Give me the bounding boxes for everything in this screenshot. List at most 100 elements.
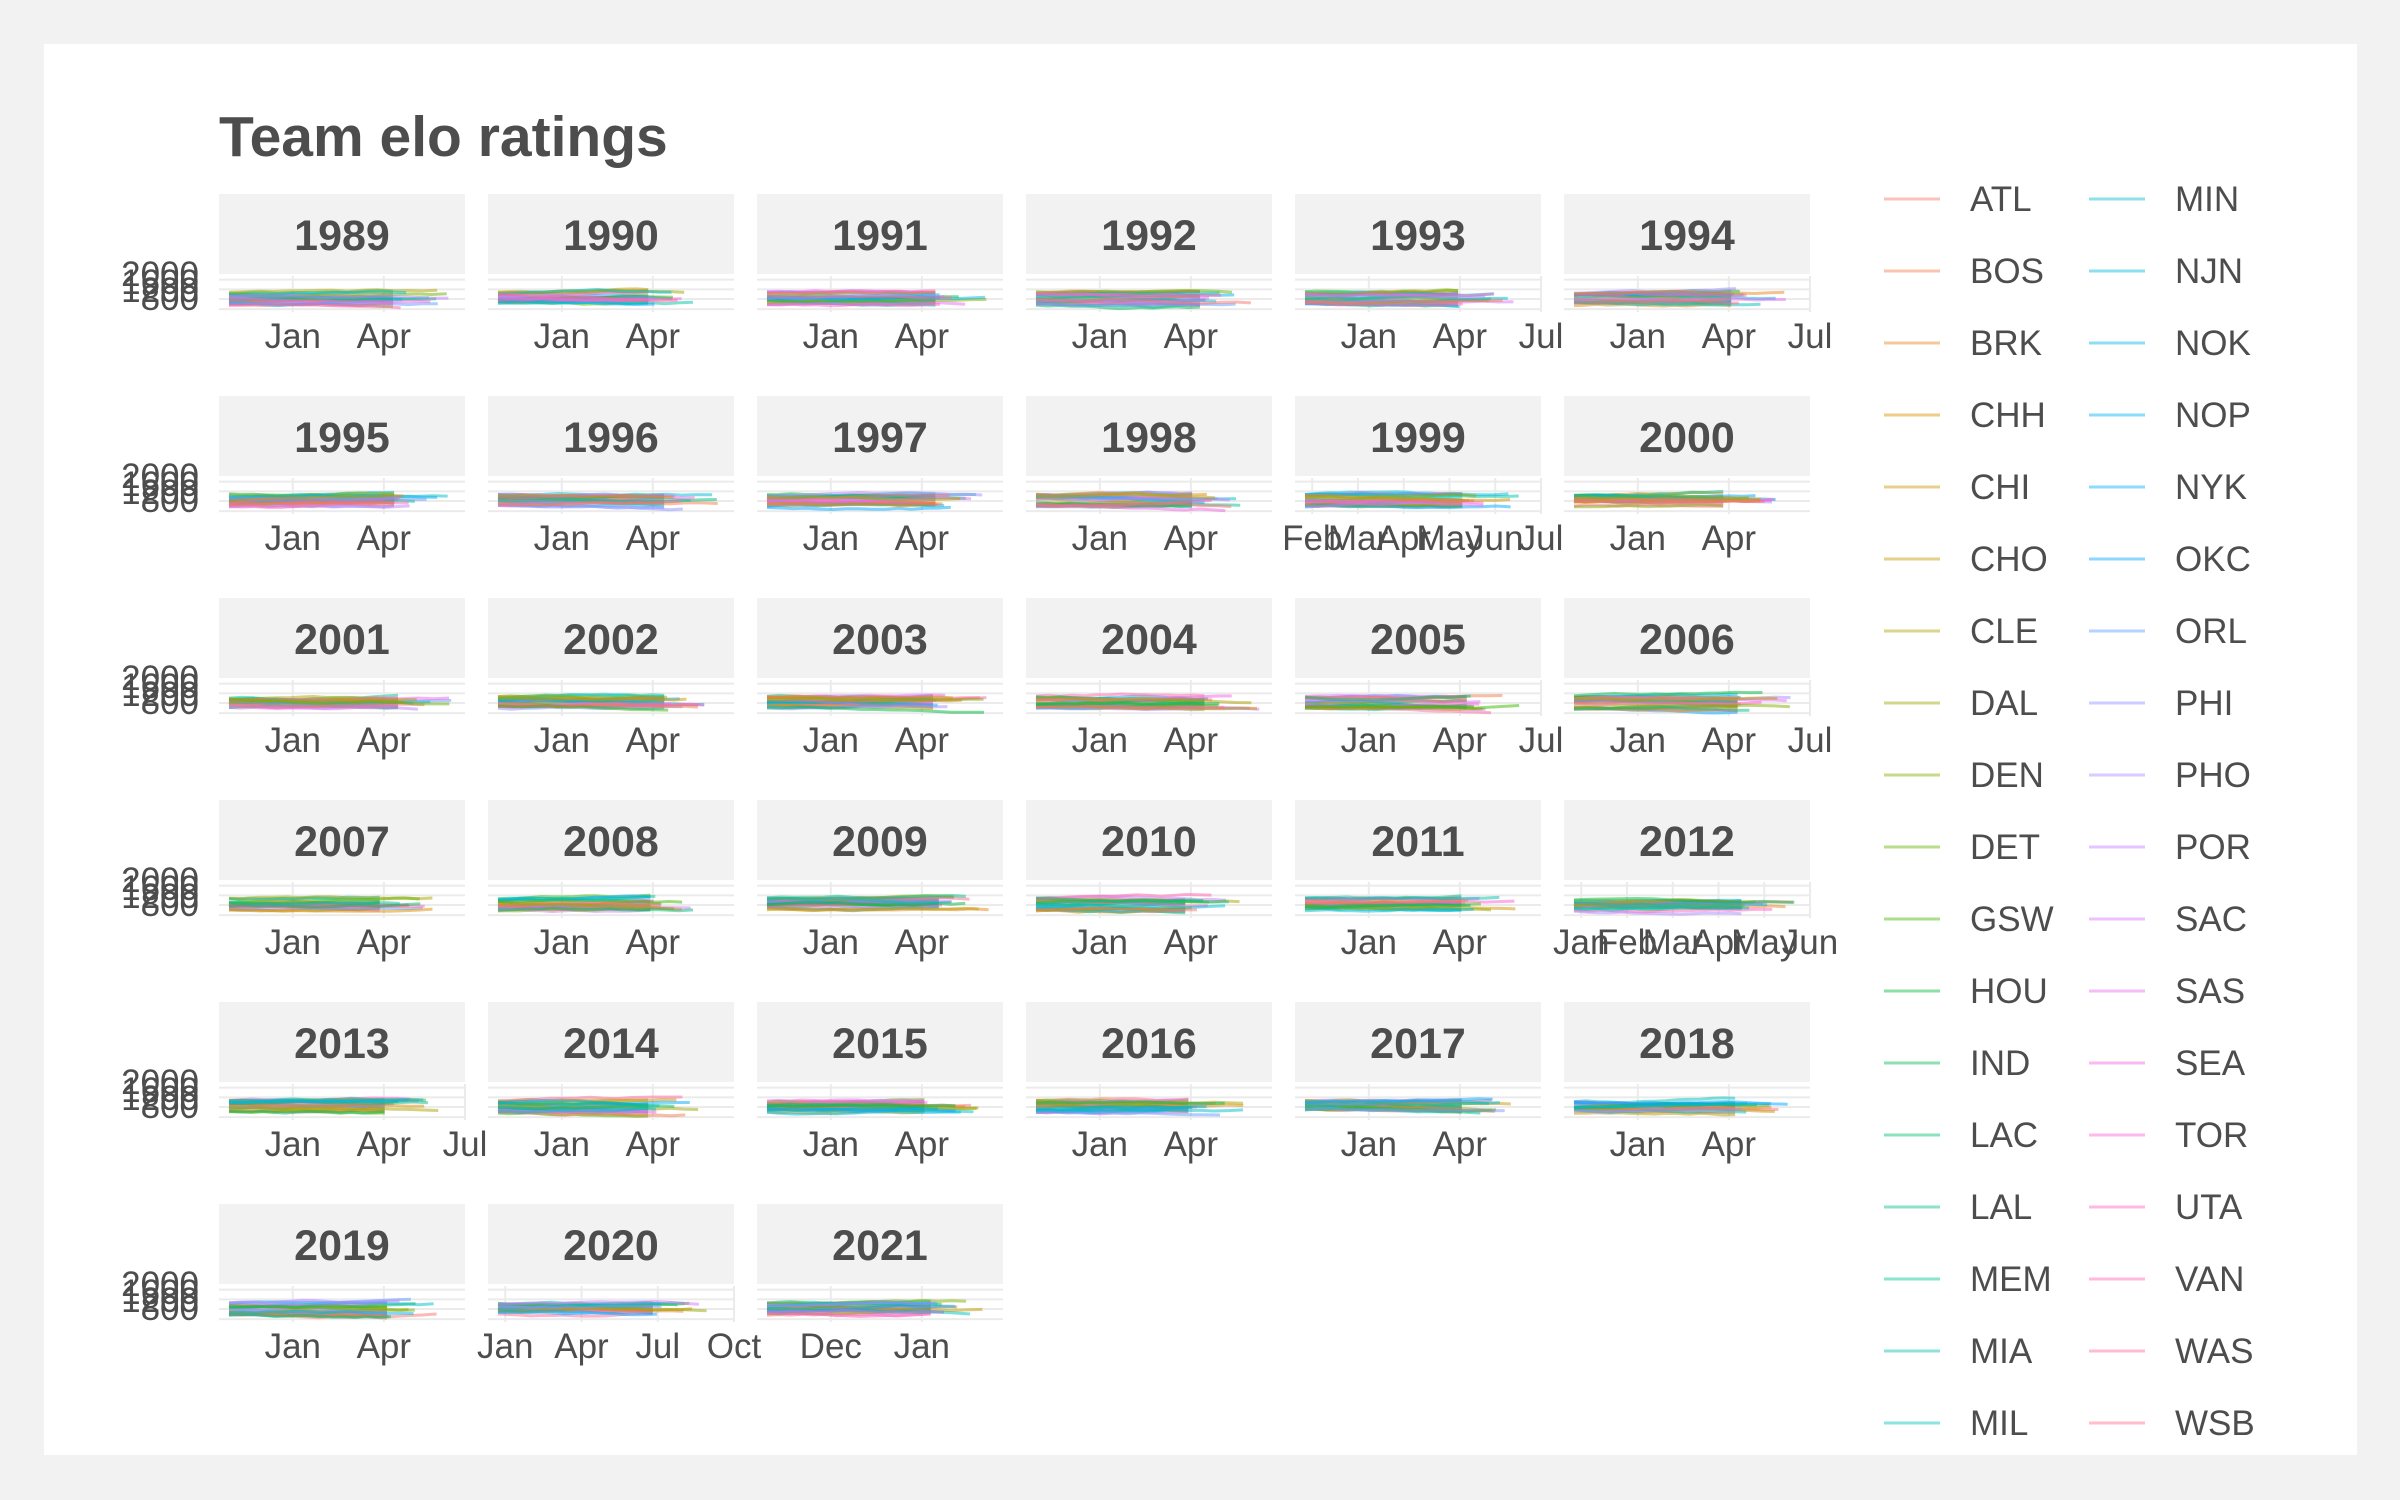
legend-label: POR	[2175, 828, 2251, 867]
series-line	[1304, 1107, 1505, 1113]
series-line	[766, 897, 952, 905]
facet-label: 1991	[832, 212, 928, 260]
facet-strip	[1295, 1002, 1541, 1082]
facet-label: 2006	[1639, 616, 1735, 664]
facet-label: 2013	[294, 1020, 390, 1068]
series-line	[1035, 1100, 1225, 1106]
facet-label: 2021	[832, 1222, 928, 1270]
y-tick-label: 1600	[121, 263, 199, 302]
y-tick-label: 800	[141, 683, 199, 722]
facet-strip	[757, 598, 1003, 678]
x-tick-label: Jan	[477, 1327, 533, 1366]
legend-item-njn: NJN	[2089, 252, 2243, 291]
x-tick-label: Jan	[1610, 317, 1666, 356]
facet-label: 1989	[294, 212, 390, 260]
series-line	[1035, 297, 1251, 305]
facet-strip	[1026, 598, 1272, 678]
y-tick-label: 800	[141, 885, 199, 924]
x-tick-label: Apr	[1164, 317, 1219, 356]
series-line	[1035, 892, 1212, 901]
x-tick-label: Jan	[803, 923, 859, 962]
legend-item-phi: PHI	[2089, 684, 2233, 723]
series-line	[228, 288, 438, 294]
legend-item-nok: NOK	[2089, 324, 2251, 363]
legend-item-den: DEN	[1884, 756, 2044, 795]
x-tick-label: Apr	[895, 317, 950, 356]
x-tick-label: Jul	[1519, 519, 1564, 558]
series-line	[1035, 695, 1252, 705]
series-line	[497, 694, 668, 700]
x-tick-label: Jan	[265, 721, 321, 760]
series-line	[497, 501, 718, 507]
series-line	[1304, 1097, 1493, 1104]
x-tick-label: Jan	[803, 317, 859, 356]
y-tick-label: 1200	[121, 877, 199, 916]
legend-label: BOS	[1970, 252, 2044, 291]
x-tick-label: Apr	[1164, 1125, 1219, 1164]
series-line	[766, 696, 984, 702]
facet-strip	[488, 1204, 734, 1284]
x-tick-label: Apr	[1702, 519, 1757, 558]
facet-strip	[1564, 598, 1810, 678]
y-tick-label: 2000	[121, 659, 199, 698]
series-line	[766, 1098, 925, 1103]
y-tick-label: 800	[141, 1087, 199, 1126]
series-line	[1573, 904, 1750, 912]
legend-label: ATL	[1970, 180, 2032, 219]
series-line	[766, 505, 951, 512]
facet-label: 1996	[563, 414, 659, 462]
series-line	[766, 906, 979, 913]
legend-item-sac: SAC	[2089, 900, 2247, 939]
y-tick-label: 1200	[121, 1079, 199, 1118]
legend-label: IND	[1970, 1044, 2030, 1083]
legend-item-uta: UTA	[2089, 1188, 2243, 1227]
legend-label: CLE	[1970, 612, 2038, 651]
legend-item-sea: SEA	[2089, 1044, 2246, 1083]
series-line	[497, 493, 674, 499]
facet-label: 2000	[1639, 414, 1735, 462]
series-line	[497, 1100, 660, 1108]
facet-1994: 1994 Jan Apr Jul	[1564, 194, 1832, 356]
series-line	[1304, 492, 1477, 499]
x-tick-label: Jan	[534, 721, 590, 760]
facet-2017: 2017 Jan Apr	[1295, 1002, 1541, 1164]
y-tick-label: 1600	[121, 1273, 199, 1312]
x-tick-label: Jan	[1341, 1125, 1397, 1164]
x-tick-label: Jan	[803, 519, 859, 558]
x-tick-label: Apr	[1164, 721, 1219, 760]
legend-label: PHO	[2175, 756, 2251, 795]
legend-item-wsb: WSB	[2089, 1404, 2255, 1443]
legend-label: WSB	[2175, 1404, 2255, 1443]
series-line	[1573, 1107, 1742, 1114]
series-line	[228, 1298, 400, 1305]
series-line	[767, 1298, 967, 1306]
facet-strip	[219, 598, 465, 678]
legend-item-lal: LAL	[1884, 1188, 2032, 1227]
series-line	[1304, 694, 1471, 702]
series-line	[1573, 493, 1749, 500]
series-line	[1304, 495, 1511, 502]
y-tick-label: 1200	[121, 271, 199, 310]
x-tick-label: Jun	[1782, 923, 1838, 962]
series-line	[497, 1106, 657, 1115]
x-tick-label: Jul	[443, 1125, 488, 1164]
legend-label: CHI	[1970, 468, 2030, 507]
series-line	[497, 901, 675, 911]
series-line	[497, 898, 683, 904]
legend-item-pho: PHO	[2089, 756, 2251, 795]
facet-2009: 2009 Jan Apr	[757, 800, 1003, 962]
facet-1997: 1997 Jan Apr	[757, 396, 1003, 558]
facet-label: 2014	[563, 1020, 659, 1068]
x-tick-label: Apr	[895, 519, 950, 558]
facet-label: 2020	[563, 1222, 659, 1270]
facet-strip	[219, 396, 465, 476]
x-tick-label: Apr	[357, 1125, 412, 1164]
x-tick-label: Feb	[1282, 519, 1342, 558]
y-tick-label: 1200	[121, 1281, 199, 1320]
legend-item-lac: LAC	[1884, 1116, 2038, 1155]
